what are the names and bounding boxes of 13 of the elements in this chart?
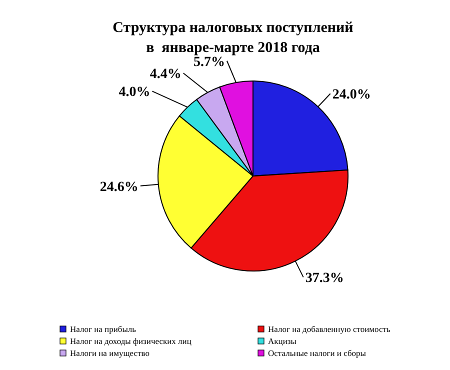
legend-label: Налог на доходы физических лиц <box>70 336 192 346</box>
chart-title: Структура налоговых поступлений в январе-марте 2018 года <box>112 20 354 56</box>
data-label: 24.0% <box>332 88 371 103</box>
legend-label: Налог на добавленную стоимость <box>268 324 390 334</box>
legend-label: Налог на прибыль <box>70 324 136 334</box>
data-label: 37.3% <box>305 271 344 286</box>
legend-label: Налоги на имущество <box>70 348 150 358</box>
data-label: 4.0% <box>118 85 150 100</box>
legend-label: Остальные налоги и сборы <box>268 348 366 358</box>
legend-label: Акцизы <box>268 336 297 346</box>
data-label: 4.4% <box>150 67 182 82</box>
data-label: 5.7% <box>193 54 225 70</box>
data-label: 24.6% <box>100 180 138 195</box>
